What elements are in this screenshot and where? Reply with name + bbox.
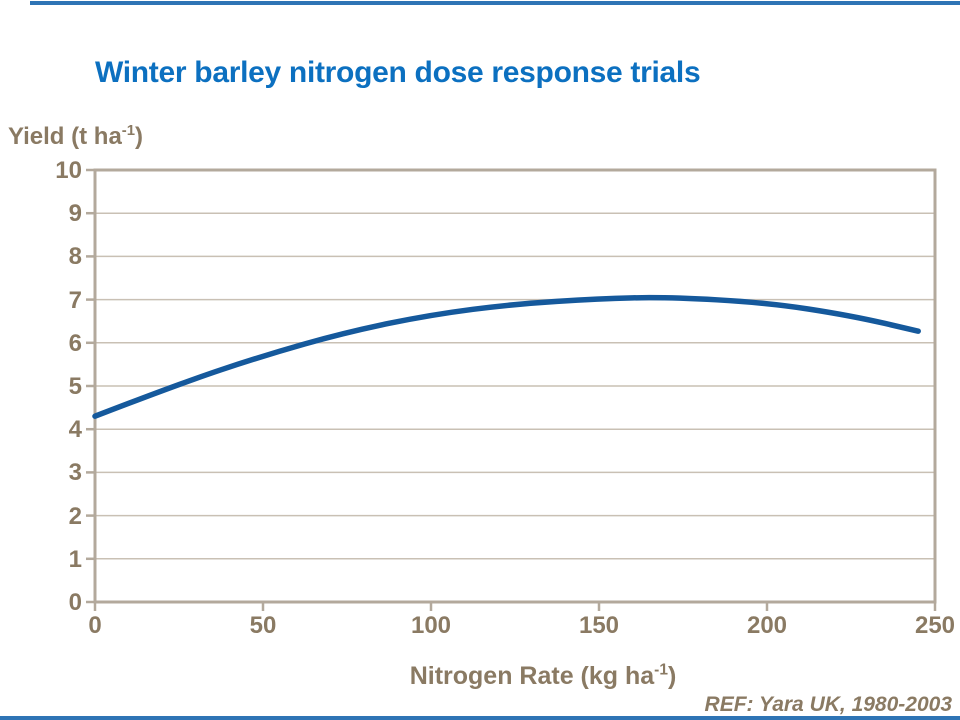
bottom-accent-bar bbox=[0, 716, 960, 720]
y-axis-title-prefix: Yield (t ha bbox=[8, 123, 122, 150]
x-tick-label-0: 0 bbox=[88, 612, 102, 639]
y-tick-label-4: 4 bbox=[68, 416, 82, 444]
y-axis-title: Yield (t ha-1) bbox=[8, 123, 143, 151]
x-axis-title-suffix: ) bbox=[667, 662, 677, 690]
y-tick-label-10: 10 bbox=[55, 157, 82, 184]
y-tick-label-9: 9 bbox=[68, 200, 82, 228]
x-tick-label-200: 200 bbox=[746, 612, 788, 639]
y-tick-label-2: 2 bbox=[68, 502, 82, 530]
y-tick-label-5: 5 bbox=[68, 373, 82, 400]
x-axis-title: Nitrogen Rate (kg ha-1) bbox=[95, 662, 960, 691]
top-accent-bar bbox=[30, 1, 960, 5]
y-tick-label-7: 7 bbox=[68, 286, 82, 314]
slide-title: Winter barley nitrogen dose response tri… bbox=[95, 56, 701, 89]
x-tick-label-50: 50 bbox=[249, 612, 277, 639]
y-tick-label-1: 1 bbox=[68, 545, 82, 573]
y-tick-label-3: 3 bbox=[68, 459, 82, 487]
y-tick-label-0: 0 bbox=[68, 589, 82, 616]
x-tick-label-100: 100 bbox=[410, 612, 452, 639]
y-axis-title-sup: -1 bbox=[121, 123, 136, 139]
x-tick-label-250: 250 bbox=[914, 612, 956, 639]
x-axis-title-prefix: Nitrogen Rate (kg ha bbox=[409, 662, 655, 690]
x-axis-title-sup: -1 bbox=[654, 661, 668, 679]
y-tick-label-8: 8 bbox=[68, 243, 82, 271]
x-tick-label-150: 150 bbox=[578, 612, 620, 639]
y-axis-title-suffix: ) bbox=[135, 123, 144, 150]
ref-note: REF: Yara UK, 1980-2003 bbox=[704, 693, 952, 716]
y-tick-label-6: 6 bbox=[68, 329, 82, 357]
response-curve bbox=[92, 294, 921, 419]
